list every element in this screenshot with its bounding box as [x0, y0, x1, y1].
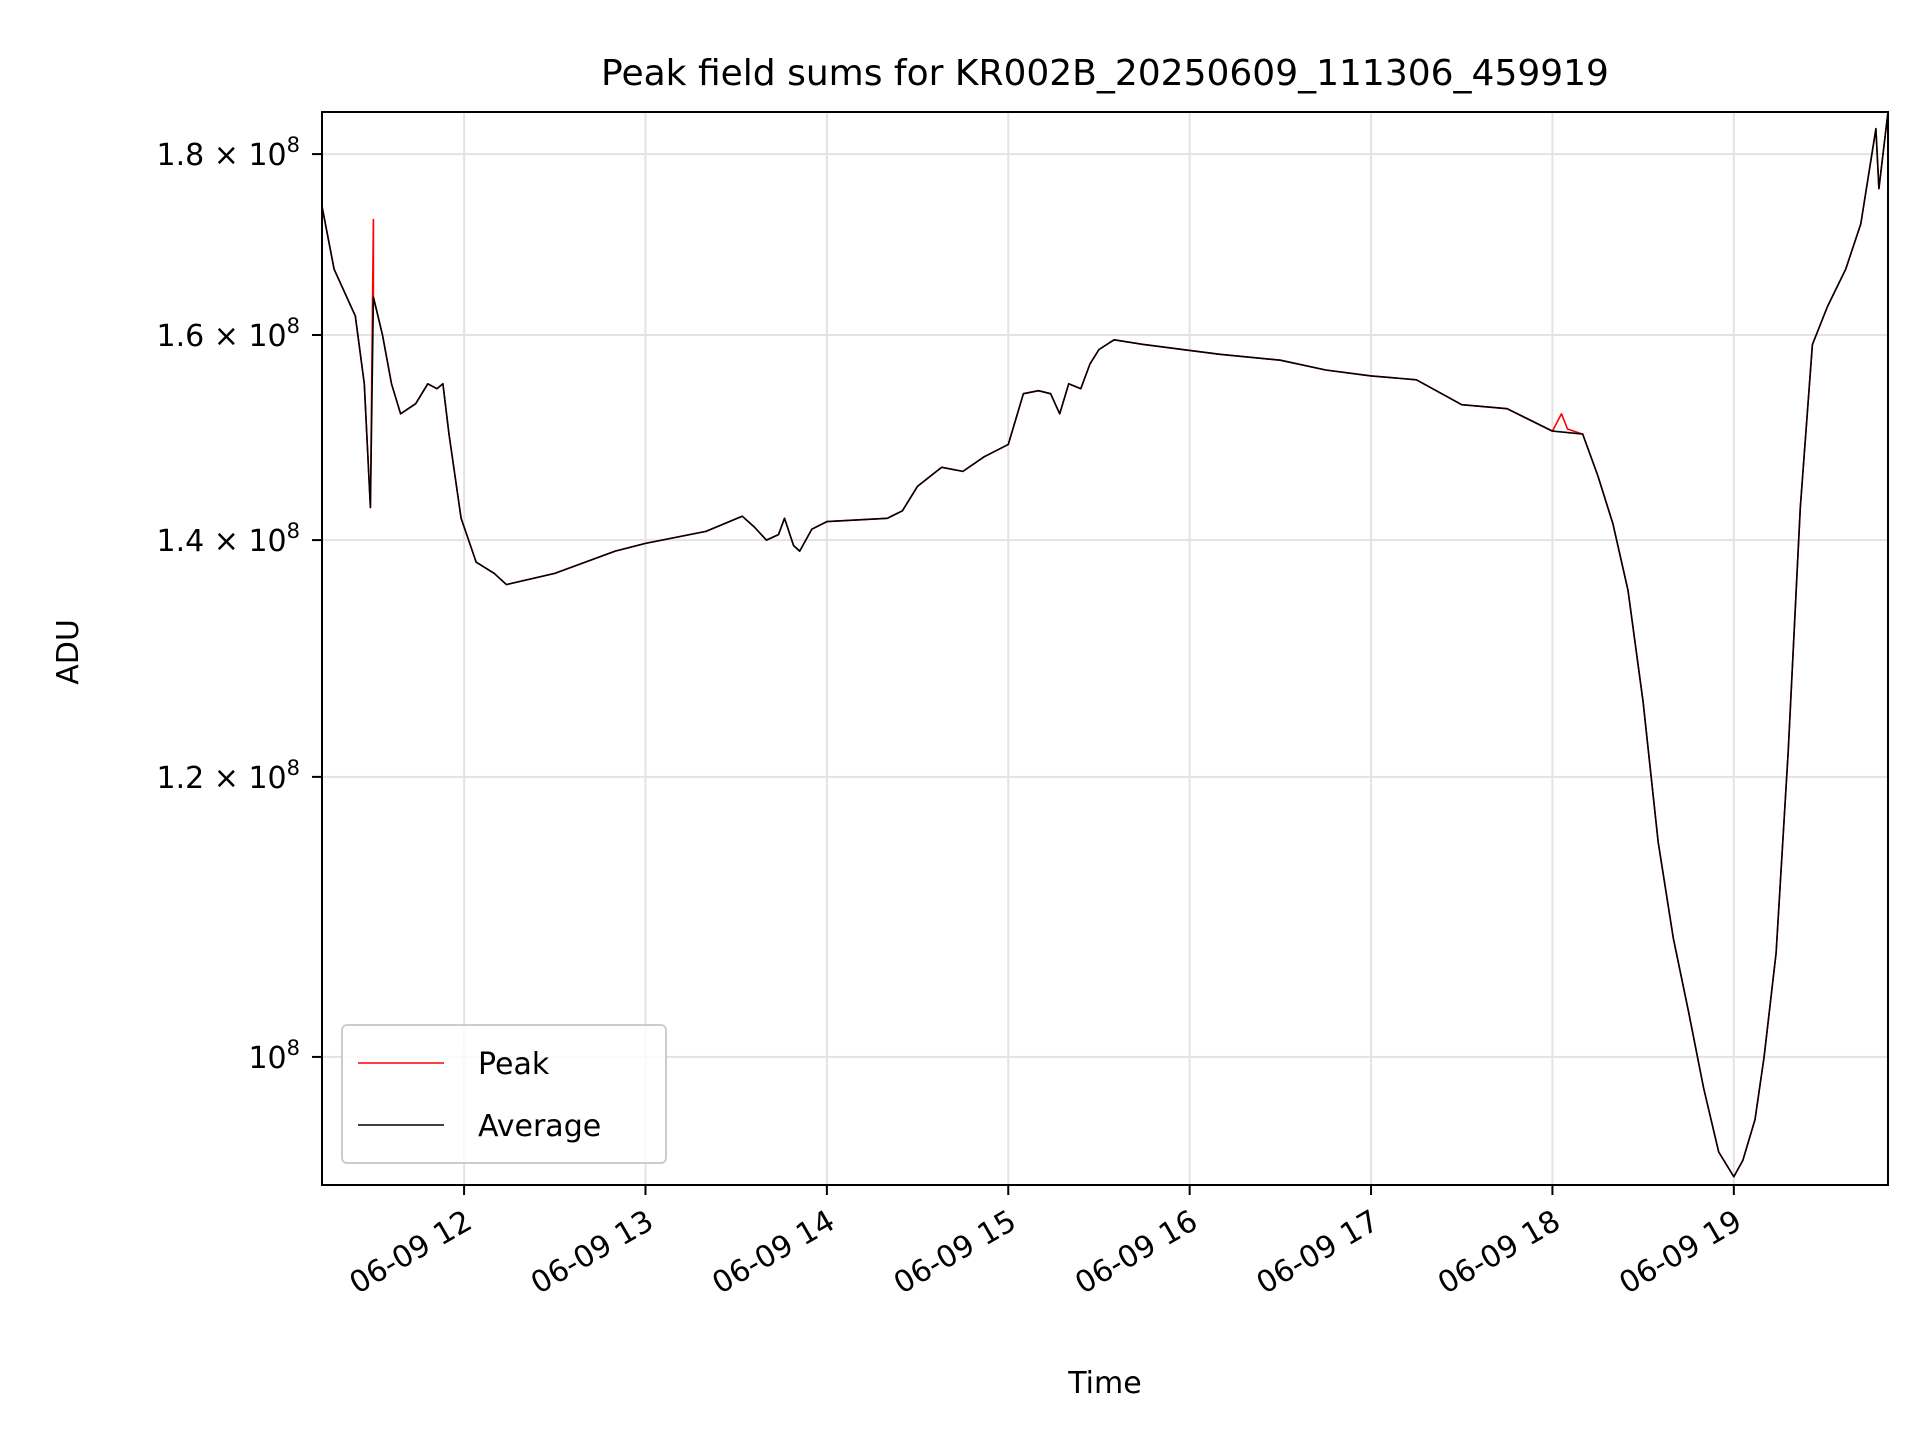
x-axis-label: Time [1067, 1366, 1141, 1401]
grid [322, 112, 1888, 1185]
plot-frame [321, 111, 1889, 1186]
y-tick-label: 1.2 × 108 [157, 756, 300, 796]
y-tick-label: 1.8 × 108 [157, 133, 300, 173]
legend-label-peak: Peak [478, 1047, 550, 1082]
y-tick-label: 108 [248, 1036, 300, 1076]
y-tick-label: 1.4 × 108 [157, 519, 300, 559]
plot-area [321, 111, 1889, 1178]
legend-box [341, 1024, 667, 1164]
legend-label-average: Average [478, 1109, 601, 1144]
legend: Peak Average [341, 1024, 667, 1164]
y-tick-label: 1.6 × 108 [157, 314, 300, 354]
y-axis-label: ADU [51, 619, 86, 685]
series-line-average [321, 111, 1889, 1178]
chart-title: Peak field sums for KR002B_20250609_1113… [601, 53, 1609, 94]
